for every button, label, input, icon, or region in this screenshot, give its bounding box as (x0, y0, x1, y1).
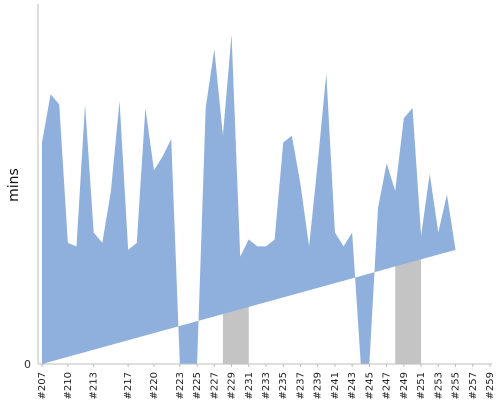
x-tick-label: #217 (123, 372, 134, 399)
data-point-234 (273, 238, 276, 241)
data-point-257 (471, 0, 474, 2)
data-point-254 (445, 193, 448, 196)
data-point-256 (463, 0, 466, 2)
x-tick-label: #249 (399, 372, 410, 399)
data-point-208 (49, 93, 52, 96)
data-point-222 (170, 138, 173, 141)
data-point-239 (316, 162, 319, 165)
data-point-259 (489, 0, 492, 2)
x-tick-label: #237 (295, 372, 306, 399)
plot-area (41, 0, 492, 365)
x-tick-label: #251 (416, 372, 427, 399)
data-point-242 (342, 245, 345, 248)
data-point-251 (420, 234, 423, 237)
data-point-219 (144, 106, 147, 109)
data-point-241 (333, 231, 336, 234)
duration-area (42, 35, 456, 365)
x-tick-label: #257 (468, 372, 479, 399)
x-tick-label: #241 (330, 372, 341, 399)
x-tick-label: #247 (382, 372, 393, 399)
data-point-240 (325, 72, 328, 75)
x-tick-label: #253 (433, 372, 444, 399)
x-tick-label: #210 (63, 372, 74, 399)
x-tick-label: #220 (149, 372, 160, 399)
data-point-214 (101, 241, 104, 244)
y-tick-label: 0 (24, 358, 31, 371)
data-point-248 (394, 190, 397, 193)
x-tick-label: #235 (278, 372, 289, 399)
data-point-250 (411, 106, 414, 109)
data-point-237 (299, 183, 302, 186)
data-point-243 (351, 231, 354, 234)
data-point-246 (377, 207, 380, 210)
data-point-249 (402, 117, 405, 120)
data-point-209 (58, 103, 61, 106)
data-point-215 (109, 190, 112, 193)
data-point-230 (239, 255, 242, 258)
y-axis-title: mins (6, 168, 22, 202)
x-tick-label: #229 (227, 372, 238, 399)
data-point-255 (454, 248, 457, 251)
data-point-221 (161, 155, 164, 158)
data-point-216 (118, 100, 121, 103)
x-tick-label: #213 (89, 372, 100, 399)
data-point-210 (66, 241, 69, 244)
data-point-235 (282, 141, 285, 144)
data-point-207 (41, 141, 44, 144)
data-point-227 (213, 48, 216, 51)
data-point-226 (204, 106, 207, 109)
data-point-220 (153, 169, 156, 172)
data-point-213 (92, 231, 95, 234)
x-tick-label: #207 (37, 372, 48, 399)
data-point-232 (256, 245, 259, 248)
x-tick-label: #231 (244, 372, 255, 399)
x-tick-label: #255 (451, 372, 462, 399)
x-tick-label: #259 (485, 372, 496, 399)
x-tick-label: #239 (313, 372, 324, 399)
data-point-233 (265, 245, 268, 248)
data-point-212 (84, 103, 87, 106)
data-point-217 (127, 248, 130, 251)
data-point-252 (428, 172, 431, 175)
x-tick-label: #233 (261, 372, 272, 399)
data-point-211 (75, 245, 78, 248)
data-point-236 (290, 134, 293, 137)
data-point-258 (480, 0, 483, 2)
data-point-238 (308, 245, 311, 248)
x-tick-label: #227 (209, 372, 220, 399)
data-point-229 (230, 34, 233, 37)
x-tick-labels: #207 #210 #213 #217 #220 #223 #225 #227 #229 #231… (37, 364, 496, 399)
data-point-228 (221, 134, 224, 137)
data-point-253 (437, 231, 440, 234)
x-tick-label: #223 (175, 372, 186, 399)
x-tick-label: #245 (364, 372, 375, 399)
data-point-231 (247, 238, 250, 241)
data-point-218 (135, 241, 138, 244)
x-tick-label: #243 (347, 372, 358, 399)
x-tick-label: #225 (192, 372, 203, 399)
data-point-247 (385, 162, 388, 165)
